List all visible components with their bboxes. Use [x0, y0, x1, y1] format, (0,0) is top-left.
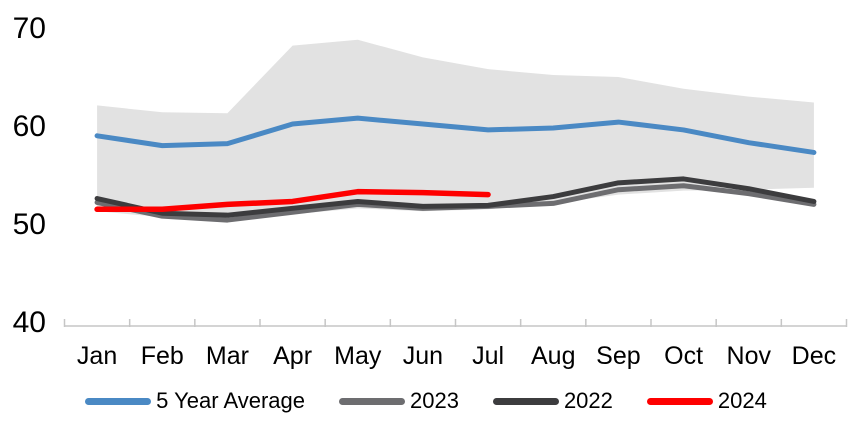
x-axis-label: Apr	[273, 342, 312, 370]
legend-label: 2024	[717, 388, 767, 413]
series-line-2024	[94, 188, 491, 213]
legend-label: 5 Year Average	[156, 388, 305, 413]
x-axis-label: Jan	[77, 342, 117, 370]
y-axis-label: 60	[13, 110, 46, 143]
x-axis-label: Dec	[792, 342, 836, 370]
legend-label: 2022	[563, 388, 613, 413]
range-band	[97, 39, 814, 221]
legend-item-2022: 2022	[492, 388, 613, 413]
chart-canvas: 40 50 60 70 Jan Feb Mar Apr May Jun Jul Aug Sep Oct No…	[13, 12, 848, 370]
legend-item-2023: 2023	[338, 388, 459, 413]
x-axis-label: Nov	[727, 342, 772, 370]
x-axis-label: Jul	[472, 342, 504, 370]
legend-item-5-year-average: 5 Year Average	[85, 390, 305, 412]
series-line-5-year-average	[94, 115, 817, 155]
legend-swatch	[646, 397, 713, 405]
y-axis-label: 50	[13, 208, 46, 241]
x-axis-label: Aug	[531, 342, 575, 370]
legend-swatch	[338, 397, 405, 405]
legend-item-2024: 2024	[646, 388, 767, 413]
x-axis-label: Oct	[664, 342, 703, 370]
x-axis-label: Jun	[403, 342, 443, 370]
legend-swatch	[85, 397, 152, 405]
x-axis-label: May	[334, 342, 382, 370]
x-axis-label: Feb	[141, 342, 184, 370]
series-line-2022	[94, 176, 817, 218]
y-axis-label: 70	[13, 12, 46, 45]
legend-swatch	[492, 397, 559, 405]
x-axis-label: Mar	[206, 342, 249, 370]
chart-legend: 5 Year Average 2023 2022 2024	[0, 381, 852, 421]
x-axis-label: Sep	[596, 342, 640, 370]
legend-label: 2023	[409, 388, 459, 413]
y-axis-label: 40	[13, 306, 46, 339]
